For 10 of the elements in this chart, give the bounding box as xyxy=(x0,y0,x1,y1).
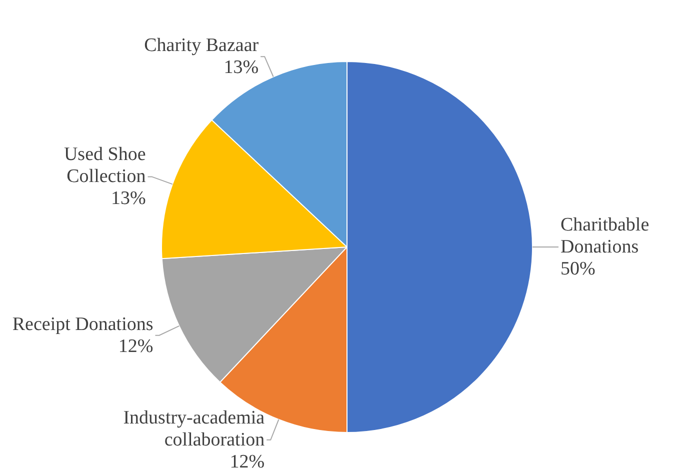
data-label: 12% xyxy=(230,451,265,472)
slice-label: Receipt Donations xyxy=(12,314,154,335)
slice-label: Charitbable Donations xyxy=(560,214,650,258)
data-label: 13% xyxy=(224,57,259,78)
slice-label: Industry-academia collaboration xyxy=(123,407,266,450)
data-label: 13% xyxy=(110,188,146,210)
data-label: 12% xyxy=(118,336,154,357)
slice-label: Used Shoe Collection xyxy=(64,144,146,188)
slice-label: Charity Bazaar xyxy=(144,35,260,56)
data-label: 50% xyxy=(560,258,596,280)
